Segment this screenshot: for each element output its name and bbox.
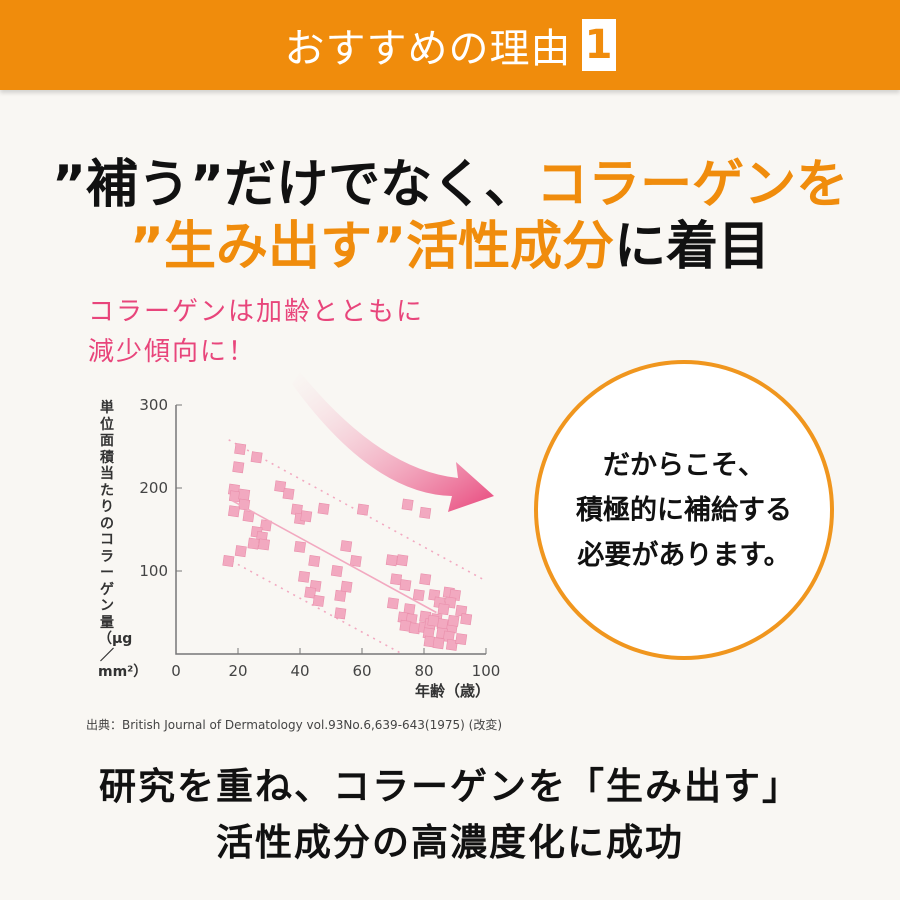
data-point [312,594,325,607]
data-point [427,614,440,627]
data-point [432,637,445,650]
x-tick-label: 100 [472,662,501,680]
data-point [300,510,313,523]
data-point [356,503,369,516]
data-point [401,498,414,511]
data-point [385,554,398,567]
bottom-line-1: 研究を重ね、コラーゲンを「生み出す」 [99,765,801,808]
data-point [412,589,425,602]
decline-arrow-icon [292,372,494,512]
headline-line-1: ”補う”だけでなく、コラーゲンを [0,142,900,217]
trend-line [231,499,437,614]
data-point [222,555,235,568]
data-point [447,614,460,627]
header-banner: おすすめの理由 1 [0,0,900,90]
data-point [399,579,412,592]
headline-black-1: ”補う”だけでなく、 [51,155,537,215]
data-point [227,505,240,518]
source-citation: 出典：British Journal of Dermatology vol.93… [86,718,503,732]
data-point [258,538,271,551]
data-point [340,580,353,593]
decline-note: コラーゲンは加齢とともに 減少傾向に！ [88,292,424,372]
data-point [387,597,399,610]
x-axis-label: 年齢（歳） [415,682,491,700]
data-point [232,461,245,474]
bottom-line-2: 活性成分の高濃度化に成功 [216,821,684,864]
data-point [340,540,353,553]
y-tick-label: 200 [139,479,168,497]
y-tick-label: 300 [139,396,168,414]
data-point [294,540,306,553]
callout-line-3: 必要があります。 [577,539,791,571]
x-tick-label: 0 [171,662,181,680]
data-point [234,443,247,455]
data-point [250,451,263,464]
headline-black-2: に着目 [614,217,771,277]
x-tick-label: 40 [290,662,309,680]
data-point [317,502,330,515]
data-point [247,537,260,550]
data-point [419,506,432,519]
y-tick-label: 100 [139,562,168,580]
x-tick-label: 60 [352,662,371,680]
data-point [460,613,473,626]
data-point [334,607,347,620]
data-point [349,555,362,568]
header-number-badge: 1 [581,19,616,71]
x-tick-label: 20 [228,662,247,680]
data-point [390,573,403,586]
data-point [330,565,343,577]
data-point [308,555,321,568]
callout-circle: だからこそ、 積極的に補給する 必要があります。 [534,360,834,660]
data-point [274,480,287,493]
data-point [445,638,458,651]
y-axis-label: 単位面積当たりのコラーゲン量（μg／mm²） [98,400,148,680]
header-title: おすすめの理由 [284,26,572,72]
data-point [455,633,468,646]
data-point [304,586,317,599]
headline-orange-1: コラーゲンを [536,155,849,215]
data-point [419,573,432,586]
data-point [298,570,311,583]
data-point [242,510,255,523]
callout-line-2: 積極的に補給する [576,494,792,526]
lower-band-line [231,560,403,655]
data-point [282,487,295,500]
data-point [396,554,409,567]
data-point [437,603,450,616]
data-point [238,488,251,501]
callout-line-1: だからこそ、 [603,449,765,481]
x-tick-label: 80 [414,662,433,680]
data-point [334,589,347,602]
headline-orange-2: ”生み出す”活性成分 [129,217,615,277]
decline-note-line-2: 減少傾向に！ [88,337,257,367]
data-point [234,545,247,558]
headline-line-2: ”生み出す”活性成分に着目 [0,204,900,279]
decline-note-line-1: コラーゲンは加齢とともに [88,297,425,327]
